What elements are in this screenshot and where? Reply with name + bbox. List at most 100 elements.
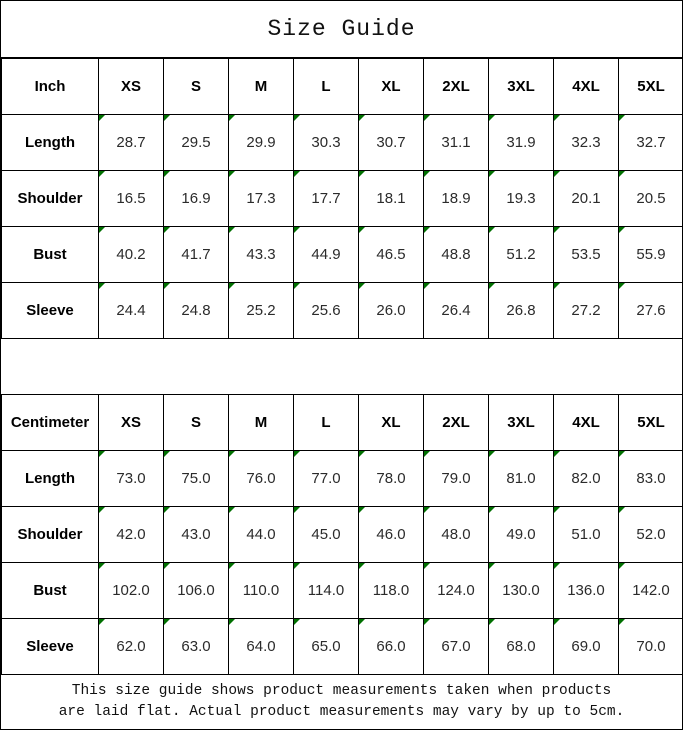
number-as-text-marker-icon xyxy=(554,451,560,457)
measurement-value-cell: 64.0 xyxy=(228,618,294,675)
number-as-text-marker-icon xyxy=(619,507,625,513)
measurement-value-cell: 42.0 xyxy=(98,506,164,563)
number-as-text-marker-icon xyxy=(554,619,560,625)
number-as-text-marker-icon xyxy=(229,563,235,569)
number-as-text-marker-icon xyxy=(294,507,300,513)
measurement-value-cell: 49.0 xyxy=(488,506,554,563)
number-as-text-marker-icon xyxy=(359,283,365,289)
measurement-value-cell: 18.1 xyxy=(358,170,424,227)
size-header-cell: 3XL xyxy=(488,58,554,115)
measurement-value-cell: 66.0 xyxy=(358,618,424,675)
measurement-value-cell: 30.7 xyxy=(358,114,424,171)
number-as-text-marker-icon xyxy=(229,227,235,233)
size-header-cell: 3XL xyxy=(488,394,554,451)
number-as-text-marker-icon xyxy=(424,115,430,121)
measurement-row: Length 28.7 29.5 29.9 30.3 30.7 31.1 31.9 32.3 32… xyxy=(1,114,682,171)
number-as-text-marker-icon xyxy=(424,283,430,289)
number-as-text-marker-icon xyxy=(164,563,170,569)
size-header-cell: 4XL xyxy=(553,394,619,451)
measurement-value-cell: 69.0 xyxy=(553,618,619,675)
measurement-value-cell: 77.0 xyxy=(293,450,359,507)
measurement-value-cell: 62.0 xyxy=(98,618,164,675)
number-as-text-marker-icon xyxy=(619,171,625,177)
measurement-value-cell: 142.0 xyxy=(618,562,682,619)
measurement-value-cell: 25.2 xyxy=(228,282,294,339)
measurement-value-cell: 102.0 xyxy=(98,562,164,619)
size-header-row: Centimeter XS S M L XL 2XL 3XL 4XL 5XL xyxy=(1,394,682,451)
size-header-cell: XS xyxy=(98,394,164,451)
number-as-text-marker-icon xyxy=(164,171,170,177)
number-as-text-marker-icon xyxy=(294,563,300,569)
number-as-text-marker-icon xyxy=(229,619,235,625)
measurement-value-cell: 16.9 xyxy=(163,170,229,227)
measurement-value-cell: 31.1 xyxy=(423,114,489,171)
measurement-value-cell: 110.0 xyxy=(228,562,294,619)
measurement-value-cell: 44.0 xyxy=(228,506,294,563)
measurement-label-cell: Bust xyxy=(1,226,99,283)
measurement-value-cell: 75.0 xyxy=(163,450,229,507)
number-as-text-marker-icon xyxy=(619,227,625,233)
size-header-cell: 2XL xyxy=(423,394,489,451)
measurement-value-cell: 51.0 xyxy=(553,506,619,563)
number-as-text-marker-icon xyxy=(99,227,105,233)
measurement-value-cell: 17.3 xyxy=(228,170,294,227)
number-as-text-marker-icon xyxy=(554,563,560,569)
number-as-text-marker-icon xyxy=(229,451,235,457)
measurement-row: Sleeve 24.4 24.8 25.2 25.6 26.0 26.4 26.8 27.2 27… xyxy=(1,282,682,339)
measurement-value-cell: 46.0 xyxy=(358,506,424,563)
number-as-text-marker-icon xyxy=(359,171,365,177)
number-as-text-marker-icon xyxy=(489,451,495,457)
disclaimer-line-2: are laid flat. Actual product measuremen… xyxy=(58,704,625,720)
number-as-text-marker-icon xyxy=(489,283,495,289)
measurement-value-cell: 124.0 xyxy=(423,562,489,619)
measurement-value-cell: 20.5 xyxy=(618,170,682,227)
measurement-value-cell: 19.3 xyxy=(488,170,554,227)
number-as-text-marker-icon xyxy=(229,171,235,177)
measurement-value-cell: 26.4 xyxy=(423,282,489,339)
number-as-text-marker-icon xyxy=(294,283,300,289)
measurement-label-cell: Length xyxy=(1,114,99,171)
measurement-value-cell: 52.0 xyxy=(618,506,682,563)
number-as-text-marker-icon xyxy=(99,563,105,569)
number-as-text-marker-icon xyxy=(489,563,495,569)
size-header-cell: S xyxy=(163,58,229,115)
measurement-value-cell: 78.0 xyxy=(358,450,424,507)
number-as-text-marker-icon xyxy=(489,171,495,177)
number-as-text-marker-icon xyxy=(619,619,625,625)
number-as-text-marker-icon xyxy=(99,451,105,457)
measurement-value-cell: 114.0 xyxy=(293,562,359,619)
measurement-value-cell: 24.8 xyxy=(163,282,229,339)
measurement-value-cell: 45.0 xyxy=(293,506,359,563)
number-as-text-marker-icon xyxy=(99,171,105,177)
number-as-text-marker-icon xyxy=(294,115,300,121)
size-header-cell: 5XL xyxy=(618,394,682,451)
measurement-value-cell: 106.0 xyxy=(163,562,229,619)
measurement-value-cell: 32.3 xyxy=(553,114,619,171)
number-as-text-marker-icon xyxy=(489,619,495,625)
measurement-value-cell: 55.9 xyxy=(618,226,682,283)
measurement-value-cell: 30.3 xyxy=(293,114,359,171)
measurement-value-cell: 27.2 xyxy=(553,282,619,339)
number-as-text-marker-icon xyxy=(359,227,365,233)
unit-header-cell: Inch xyxy=(1,58,99,115)
measurement-value-cell: 67.0 xyxy=(423,618,489,675)
measurement-value-cell: 79.0 xyxy=(423,450,489,507)
inch-size-table: Inch XS S M L XL 2XL 3XL 4XL 5XL Length 28.7 29.5 29.… xyxy=(1,58,682,339)
measurement-row: Shoulder 42.0 43.0 44.0 45.0 46.0 48.0 49.0 51.0… xyxy=(1,506,682,563)
number-as-text-marker-icon xyxy=(489,115,495,121)
number-as-text-marker-icon xyxy=(359,451,365,457)
measurement-value-cell: 53.5 xyxy=(553,226,619,283)
measurement-row: Shoulder 16.5 16.9 17.3 17.7 18.1 18.9 19.3 20.1… xyxy=(1,170,682,227)
measurement-value-cell: 43.3 xyxy=(228,226,294,283)
number-as-text-marker-icon xyxy=(554,227,560,233)
measurement-value-cell: 18.9 xyxy=(423,170,489,227)
size-header-cell: 2XL xyxy=(423,58,489,115)
number-as-text-marker-icon xyxy=(619,283,625,289)
size-header-cell: XL xyxy=(358,58,424,115)
unit-header-cell: Centimeter xyxy=(1,394,99,451)
measurement-value-cell: 83.0 xyxy=(618,450,682,507)
number-as-text-marker-icon xyxy=(554,171,560,177)
measurement-label-cell: Shoulder xyxy=(1,506,99,563)
number-as-text-marker-icon xyxy=(164,283,170,289)
number-as-text-marker-icon xyxy=(554,115,560,121)
